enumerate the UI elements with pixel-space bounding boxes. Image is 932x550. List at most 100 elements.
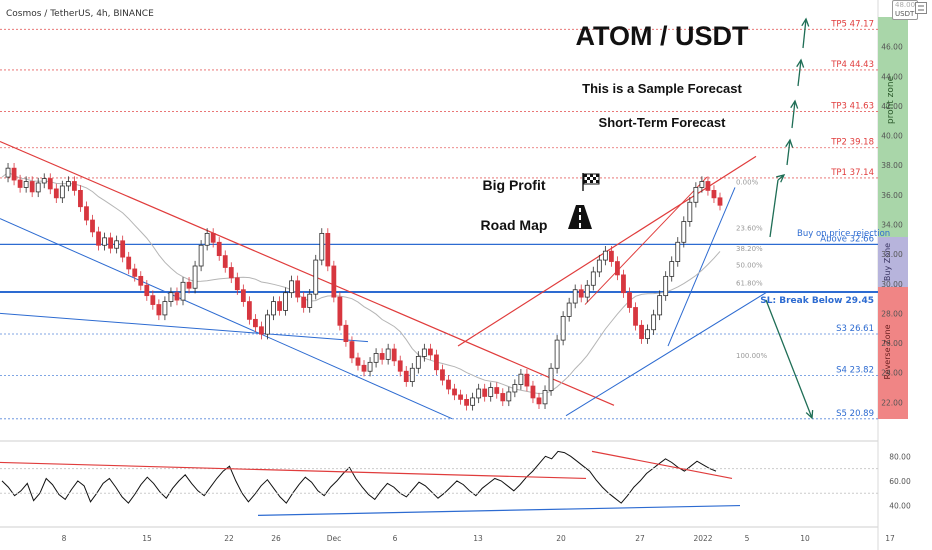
rising-support-line (565, 292, 767, 417)
candle-body (186, 281, 192, 289)
candle-body (379, 353, 385, 360)
candle-body (132, 268, 138, 277)
candle-body (168, 292, 174, 302)
candle-body (41, 178, 47, 184)
price-tick: 46.00 (881, 43, 903, 52)
candle-body (458, 394, 463, 400)
price-tick: 42.00 (881, 102, 903, 111)
candle-body (440, 369, 445, 381)
candle-body (180, 281, 186, 301)
short-term-note: Short-Term Forecast (599, 115, 727, 130)
fib-label: 61.80% (736, 279, 763, 287)
candle-body (645, 329, 650, 340)
candle-body (699, 181, 705, 188)
candle-body (246, 301, 252, 320)
moving-average-line (1, 172, 721, 395)
candle-body (289, 280, 295, 294)
price-tick: 22.00 (881, 398, 903, 407)
candle-body (373, 353, 379, 363)
candle-body (693, 187, 699, 203)
sample-note: This is a Sample Forecast (582, 81, 742, 96)
price-series (5, 162, 723, 411)
price-tick: 32.00 (881, 250, 903, 259)
candle-body (222, 255, 228, 268)
arrow-to-tp5-head (801, 17, 810, 27)
candle-body (548, 367, 554, 391)
candle-body (530, 385, 536, 399)
candle-body (397, 360, 403, 372)
sl-label: SL: Break Below 29.45 (760, 296, 874, 306)
candle-body (705, 181, 711, 191)
candle-body (259, 326, 264, 335)
candle-body (615, 261, 620, 276)
candle-body (59, 185, 65, 199)
candle-body (72, 181, 77, 191)
price-tick: 28.00 (881, 309, 903, 318)
oscillator-resistance (0, 461, 587, 480)
candle-body (464, 398, 469, 406)
level-label: S3 26.61 (836, 324, 874, 334)
candle-body (301, 296, 307, 308)
candle-body (542, 390, 548, 405)
price-tick: 30.00 (881, 280, 903, 289)
candle-body (47, 178, 53, 190)
candle-body (367, 361, 373, 372)
forecast-title: ATOM / USDT (576, 21, 750, 51)
candle-body (566, 302, 572, 317)
candle-body (331, 265, 337, 298)
candle-body (144, 284, 150, 297)
time-tick: 20 (556, 534, 566, 543)
candle-body (11, 167, 17, 181)
candle-body (391, 348, 397, 362)
settings-toggle-icon[interactable] (915, 2, 927, 14)
candle-body (216, 241, 222, 257)
candle-body (156, 304, 162, 316)
arrow-to-tp2 (786, 139, 791, 166)
time-tick: 2022 (693, 534, 712, 543)
level-label: TP1 37.14 (830, 168, 874, 178)
candle-body (584, 284, 590, 298)
big-profit-label: Big Profit (483, 177, 546, 193)
candle-body (427, 348, 433, 356)
candle-body (355, 357, 361, 366)
arrow-to-tp2-head (785, 138, 794, 148)
candle-body (506, 391, 512, 402)
reverse-zone (878, 287, 908, 419)
candle-body (228, 267, 234, 279)
candle-body (343, 324, 349, 342)
candle-body (494, 387, 500, 394)
downtrend-line (0, 140, 615, 406)
buy-zone (878, 237, 908, 287)
checkered-flag-icon (582, 173, 600, 191)
level-label: S4 23.82 (836, 365, 874, 375)
candle-body (150, 295, 156, 305)
price-tick: 36.00 (881, 191, 903, 200)
candle-body (590, 271, 596, 286)
time-tick: 10 (800, 534, 810, 543)
time-tick: Dec (327, 534, 342, 543)
candle-body (602, 250, 608, 261)
road-icon (568, 205, 592, 229)
candle-body (385, 348, 391, 360)
candle-body (657, 295, 663, 316)
oscillator-line (1, 450, 717, 504)
time-tick: 6 (393, 534, 398, 543)
level-label: TP3 41.63 (830, 101, 874, 111)
candle-body (29, 181, 35, 193)
oscillator-tick: 60.00 (889, 477, 911, 486)
candle-body (409, 367, 415, 383)
channel-low-line (0, 218, 453, 420)
candle-body (35, 182, 41, 193)
reverse-zone-label: Reverse Zone (883, 324, 892, 379)
candle-body (572, 289, 578, 304)
time-tick: 17 (885, 534, 895, 543)
fib-label: 50.00% (736, 262, 763, 270)
candle-body (271, 301, 276, 316)
candle-body (639, 324, 644, 340)
level-label: S5 20.89 (836, 409, 874, 419)
candle-body (313, 259, 319, 295)
candle-body (452, 388, 457, 396)
profit-zone (878, 17, 908, 237)
price-tick: 34.00 (881, 221, 903, 230)
